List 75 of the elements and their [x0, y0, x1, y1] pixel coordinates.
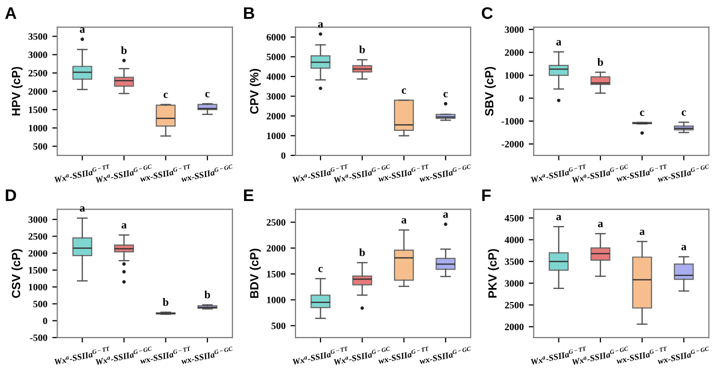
- y-tick-label: 4000: [266, 73, 286, 80]
- y-axis-title: CPV (%): [250, 68, 261, 114]
- annotation: b: [121, 46, 127, 54]
- y-axis-title: SBV (cP): [484, 66, 496, 116]
- chart-title: F: [482, 189, 491, 201]
- y-tick-label: -500: [30, 334, 48, 342]
- y-tick-label: 1000: [28, 124, 48, 132]
- chart-title: D: [6, 189, 16, 201]
- y-tick-label: 3000: [28, 216, 48, 223]
- y-tick-label: 1500: [267, 270, 286, 278]
- y-tick-label: 3500: [504, 258, 524, 265]
- y-tick-label: 1000: [267, 132, 286, 140]
- y-tick-label: 0: [43, 318, 48, 324]
- y-tick-label: 2500: [266, 219, 286, 226]
- y-tick-label: 2000: [504, 324, 524, 330]
- y-tick-label: -1000: [502, 118, 524, 125]
- y-axis-title: BDV (cP): [250, 248, 261, 298]
- y-tick-label: 2000: [28, 88, 48, 95]
- y-tick-label: 1000: [28, 284, 48, 290]
- chart-title: A: [5, 7, 16, 19]
- y-tick-label: 6000: [266, 34, 286, 40]
- annotation: c: [205, 92, 210, 98]
- y-tick-label: 2000: [266, 112, 286, 120]
- annotation: a: [401, 218, 407, 224]
- annotation: b: [359, 248, 365, 256]
- y-tick-label: 1500: [28, 266, 48, 274]
- y-tick-label: 2000: [266, 244, 286, 252]
- y-axis-title: HPV (cP): [12, 66, 23, 116]
- y-tick-label: 2500: [504, 302, 524, 308]
- y-tick-label: 0: [519, 95, 524, 102]
- y-tick-label: 2500: [28, 70, 48, 76]
- annotation: a: [598, 222, 604, 228]
- annotation: c: [164, 92, 168, 98]
- annotation: a: [556, 214, 562, 220]
- annotation: c: [682, 110, 686, 116]
- y-axis-title: CSV (cP): [12, 249, 23, 298]
- y-tick-label: 3000: [28, 52, 48, 58]
- annotation: c: [402, 88, 406, 94]
- y-tick-label: 4000: [504, 236, 524, 244]
- annotation: a: [640, 230, 645, 236]
- annotation: b: [162, 298, 168, 306]
- annotation: b: [597, 58, 604, 66]
- y-tick-label: 3000: [504, 26, 524, 33]
- y-tick-label: 1000: [505, 72, 524, 79]
- y-axis-title: PKV (cP): [488, 249, 499, 298]
- y-tick-label: 2000: [504, 49, 524, 56]
- annotation: c: [318, 266, 323, 272]
- chart-title: E: [244, 189, 254, 201]
- y-tick-label: 2500: [28, 233, 48, 240]
- annotation: b: [359, 45, 365, 54]
- y-tick-label: 0: [281, 152, 286, 159]
- annotation: a: [556, 40, 562, 46]
- annotation: a: [443, 212, 448, 218]
- y-tick-label: 1000: [267, 296, 286, 304]
- annotation: a: [318, 22, 324, 28]
- annotation: a: [80, 206, 85, 212]
- annotation: a: [122, 223, 127, 229]
- annotation: b: [204, 290, 210, 298]
- annotation: c: [444, 92, 448, 98]
- y-tick-label: 1500: [28, 106, 48, 114]
- y-tick-label: 500: [33, 300, 48, 308]
- y-tick-label: 3500: [28, 33, 48, 40]
- annotation: a: [80, 28, 85, 33]
- y-tick-label: 3000: [504, 280, 524, 287]
- annotation: c: [640, 110, 644, 116]
- y-tick-label: 500: [272, 322, 286, 330]
- chart-title: C: [482, 7, 493, 19]
- y-tick-label: 4500: [504, 214, 524, 222]
- y-tick-label: 3000: [266, 93, 286, 100]
- y-tick-label: 2000: [28, 250, 48, 257]
- y-tick-label: 5000: [266, 54, 286, 60]
- y-tick-label: -2000: [502, 140, 524, 148]
- chart-title: B: [244, 7, 254, 19]
- annotation: a: [681, 244, 686, 250]
- y-tick-label: 500: [33, 143, 48, 150]
